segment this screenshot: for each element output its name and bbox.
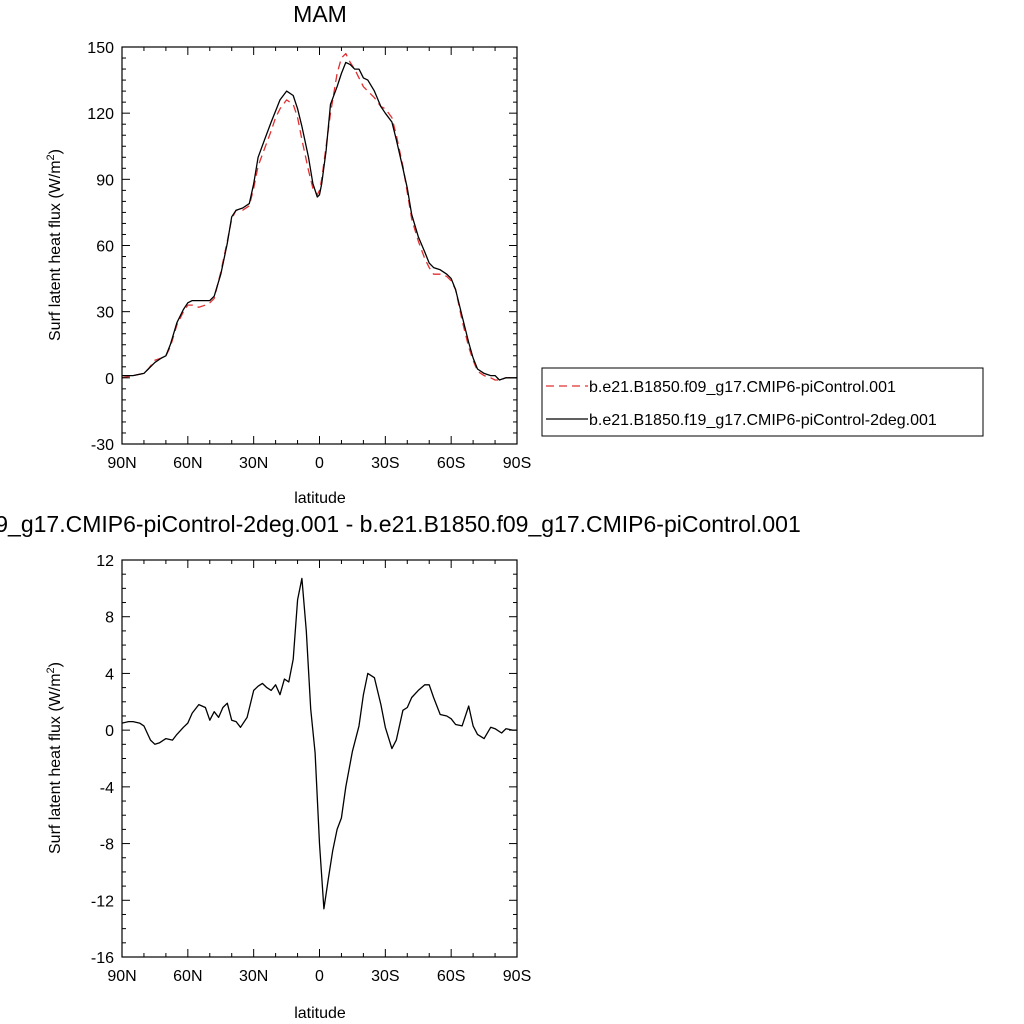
y-axis-label: Surf latent heat flux (W/m2) <box>45 662 64 854</box>
y-tick-label: 12 <box>96 553 114 570</box>
x-tick-label: 30N <box>239 455 268 472</box>
x-tick-label: 0 <box>315 455 324 472</box>
x-tick-label: 30N <box>239 968 268 985</box>
y-tick-label: 8 <box>105 610 114 627</box>
x-tick-label: 0 <box>315 968 324 985</box>
x-axis-label: latitude <box>294 490 346 507</box>
y-tick-label: 4 <box>105 666 114 683</box>
legend-box <box>541 367 984 437</box>
series-line-2 <box>122 61 517 381</box>
x-tick-label: 30S <box>371 968 399 985</box>
y-tick-label: 120 <box>87 106 114 123</box>
y-tick-label: -16 <box>91 950 114 967</box>
y-tick-label: 90 <box>96 172 114 189</box>
x-tick-label: 60S <box>437 968 465 985</box>
x-tick-label: 60S <box>437 455 465 472</box>
legend-label-series-1: b.e21.B1850.f09_g17.CMIP6-piControl.001 <box>589 379 896 396</box>
y-tick-label: 0 <box>105 723 114 740</box>
y-tick-label: 30 <box>96 305 114 322</box>
x-tick-label: 90S <box>503 968 531 985</box>
series-line-1 <box>121 52 517 381</box>
difference-chart-title: 9_g17.CMIP6-piControl-2deg.001 - b.e21.B… <box>0 511 801 537</box>
legend-label-series-2: b.e21.B1850.f19_g17.CMIP6-piControl-2deg… <box>589 412 937 429</box>
x-tick-label: 60N <box>173 968 202 985</box>
y-tick-label: -4 <box>100 780 114 797</box>
x-tick-label: 90N <box>107 968 136 985</box>
y-tick-label: -8 <box>100 837 114 854</box>
plot-frame <box>121 559 518 958</box>
x-axis-label: latitude <box>294 1005 346 1022</box>
y-tick-label: 150 <box>87 40 114 57</box>
bottom-chart: 9_g17.CMIP6-piControl-2deg.001 - b.e21.B… <box>0 511 801 1022</box>
x-tick-label: 60N <box>173 455 202 472</box>
x-tick-label: 30S <box>371 455 399 472</box>
series-line-1 <box>121 577 517 910</box>
plot-frame <box>121 46 518 445</box>
y-axis-label: Surf latent heat flux (W/m2) <box>45 149 64 341</box>
y-tick-label: -30 <box>91 437 114 454</box>
legend: b.e21.B1850.f09_g17.CMIP6-piControl.001 … <box>541 367 984 437</box>
x-tick-label: 90N <box>107 455 136 472</box>
x-tick-label: 90S <box>503 455 531 472</box>
y-tick-label: 60 <box>96 239 114 256</box>
y-tick-label: 0 <box>105 371 114 388</box>
chart-title: MAM <box>293 1 347 27</box>
y-tick-label: -12 <box>91 893 114 910</box>
